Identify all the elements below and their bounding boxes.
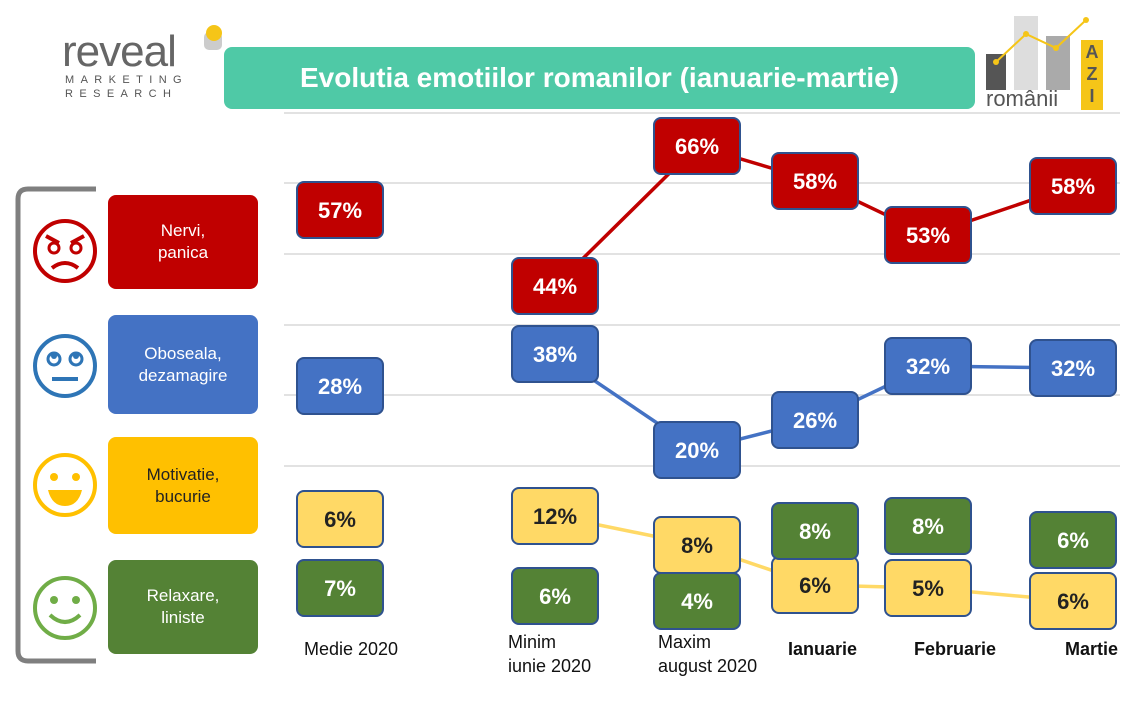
category-label: Minim [508,632,556,652]
data-point-box [511,567,599,625]
chart-title: Evolutia emotiilor romanilor (ianuarie-m… [299,62,899,93]
data-point-box [884,206,972,264]
category-label: Februarie [914,639,996,659]
calm-face-icon [33,576,97,640]
reveal-logo-word: reveal [62,27,177,76]
reveal-logo-line1: MARKETING [65,74,188,86]
data-point-box [296,559,384,617]
data-label: 44% [533,274,577,299]
data-label: 6% [1057,589,1089,614]
legend-motivatie: Motivatie, bucurie [108,437,258,534]
data-label: 38% [533,342,577,367]
legend-label: Nervi, [160,221,206,240]
legend-label: bucurie [155,486,211,506]
data-point-box [296,181,384,239]
azi-letter: Z [1086,64,1098,84]
legend-label: Oboseala, [144,343,222,363]
legend-label: Motivatie, [146,464,220,484]
data-point-box [511,257,599,315]
data-label: 28% [318,374,362,399]
azi-letter: A [1085,42,1099,62]
data-label: 6% [539,584,571,609]
data-point-box [884,559,972,617]
data-point-box [511,325,599,383]
data-label: 6% [1057,528,1089,553]
data-label: 26% [793,408,837,433]
legend-label: Relaxare, [146,586,220,605]
legend-relaxare: Relaxare, liniste [108,560,258,654]
data-label: 4% [681,589,713,614]
category-label: Medie 2020 [304,639,398,659]
reveal-logo-line2: RESEARCH [65,88,178,100]
legend-label: panica [157,243,209,262]
reveal-logo: reveal MARKETING RESEARCH [62,25,222,108]
legend-label: liniste [161,608,205,627]
azi-box: A Z I [1081,40,1103,110]
data-label: 58% [1051,174,1095,199]
data-label: 32% [1051,356,1095,381]
tired-face-icon [33,334,97,398]
angry-face-icon [33,219,97,283]
data-label: 66% [675,134,719,159]
data-label: 32% [906,354,950,379]
data-point-box [296,490,384,548]
reveal-logo-mark-icon [204,25,222,50]
data-label: 6% [324,507,356,532]
data-label: 57% [318,198,362,223]
data-point-box [296,357,384,415]
data-label: 53% [906,223,950,248]
category-label: Ianuarie [788,639,857,659]
data-label: 8% [681,533,713,558]
legend-nervi: Nervi, panica [108,195,258,289]
data-point-box [1029,157,1117,215]
legend-label: dezamagire [138,365,228,385]
data-point-box [653,117,741,175]
data-point-box [884,337,972,395]
data-label: 58% [793,169,837,194]
data-point-box [1029,511,1117,569]
data-label: 8% [799,519,831,544]
romanii-azi-logo: românii A Z I [982,14,1106,110]
data-point-box [653,421,741,479]
legend-oboseala: Oboseala, dezamagire [108,315,258,414]
data-label: 12% [533,504,577,529]
romanii-logo-word: românii [986,86,1059,111]
data-label: 5% [912,576,944,601]
title-banner: Evolutia emotiilor romanilor (ianuarie-m… [224,47,975,109]
romanii-bars-icon [986,16,1089,90]
data-point-box [653,572,741,630]
data-point-box [1029,339,1117,397]
category-label: iunie 2020 [508,656,591,676]
azi-letter: I [1089,86,1095,106]
data-label: 7% [324,576,356,601]
data-point-box [511,487,599,545]
data-label: 8% [912,514,944,539]
category-label: Maxim [658,632,711,652]
category-label: Martie [1065,639,1118,659]
legend-bracket [15,186,96,664]
data-label: 6% [799,573,831,598]
data-label: 20% [675,438,719,463]
happy-face-icon [33,453,97,517]
data-point-box [884,497,972,555]
category-label: august 2020 [658,656,757,676]
data-point-box [1029,572,1117,630]
data-point-box [771,152,859,210]
data-point-box [771,502,859,560]
data-point-box [771,391,859,449]
